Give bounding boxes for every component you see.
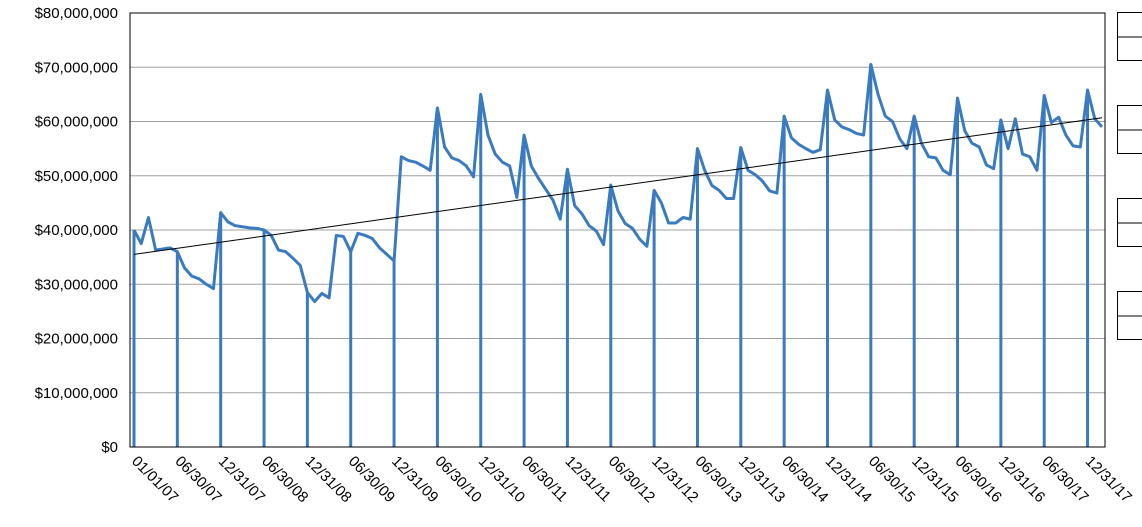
x-tick-label: 06/30/07	[172, 453, 225, 506]
x-tick-label: 06/30/15	[865, 453, 918, 506]
x-tick-label: 01/01/07	[128, 453, 181, 506]
x-tick-label: 06/30/08	[258, 453, 311, 506]
x-tick-label: 06/30/10	[432, 453, 485, 506]
x-tick-label: 06/30/14	[778, 453, 831, 506]
x-tick-label: 12/31/16	[995, 453, 1048, 506]
y-tick-label: $20,000,000	[35, 331, 118, 348]
x-tick-label: 12/31/09	[388, 453, 441, 506]
y-tick-label: $80,000,000	[35, 5, 118, 22]
legend	[1117, 12, 1142, 340]
x-tick-label: 12/31/11	[562, 453, 615, 506]
x-tick-label: 12/31/15	[908, 453, 961, 506]
x-tick-label: 06/30/16	[952, 453, 1005, 506]
x-tick-label: 12/31/10	[475, 453, 528, 506]
y-tick-label: $40,000,000	[35, 222, 118, 239]
x-tick-label: 12/31/17	[1082, 453, 1135, 506]
x-tick-label: 06/30/12	[605, 453, 658, 506]
x-tick-label: 06/30/11	[518, 453, 571, 506]
y-tick-label: $0	[101, 439, 118, 456]
series-line	[132, 63, 1104, 304]
x-tick-label: 12/31/13	[735, 453, 788, 506]
x-tick-label: 12/31/14	[822, 453, 875, 506]
trend-line	[133, 117, 1103, 255]
y-tick-label: $60,000,000	[35, 114, 118, 131]
x-tick-label: 12/31/12	[648, 453, 701, 506]
x-tick-label: 12/31/08	[302, 453, 355, 506]
x-tick-label: 06/30/17	[1038, 453, 1091, 506]
x-tick-label: 06/30/09	[345, 453, 398, 506]
y-tick-label: $30,000,000	[35, 276, 118, 293]
y-tick-label: $50,000,000	[35, 168, 118, 185]
x-tick-label: 06/30/13	[692, 453, 745, 506]
plot-frame	[129, 12, 1106, 448]
x-tick-label: 12/31/07	[215, 453, 268, 506]
y-tick-label: $70,000,000	[35, 59, 118, 76]
y-tick-label: $10,000,000	[35, 385, 118, 402]
